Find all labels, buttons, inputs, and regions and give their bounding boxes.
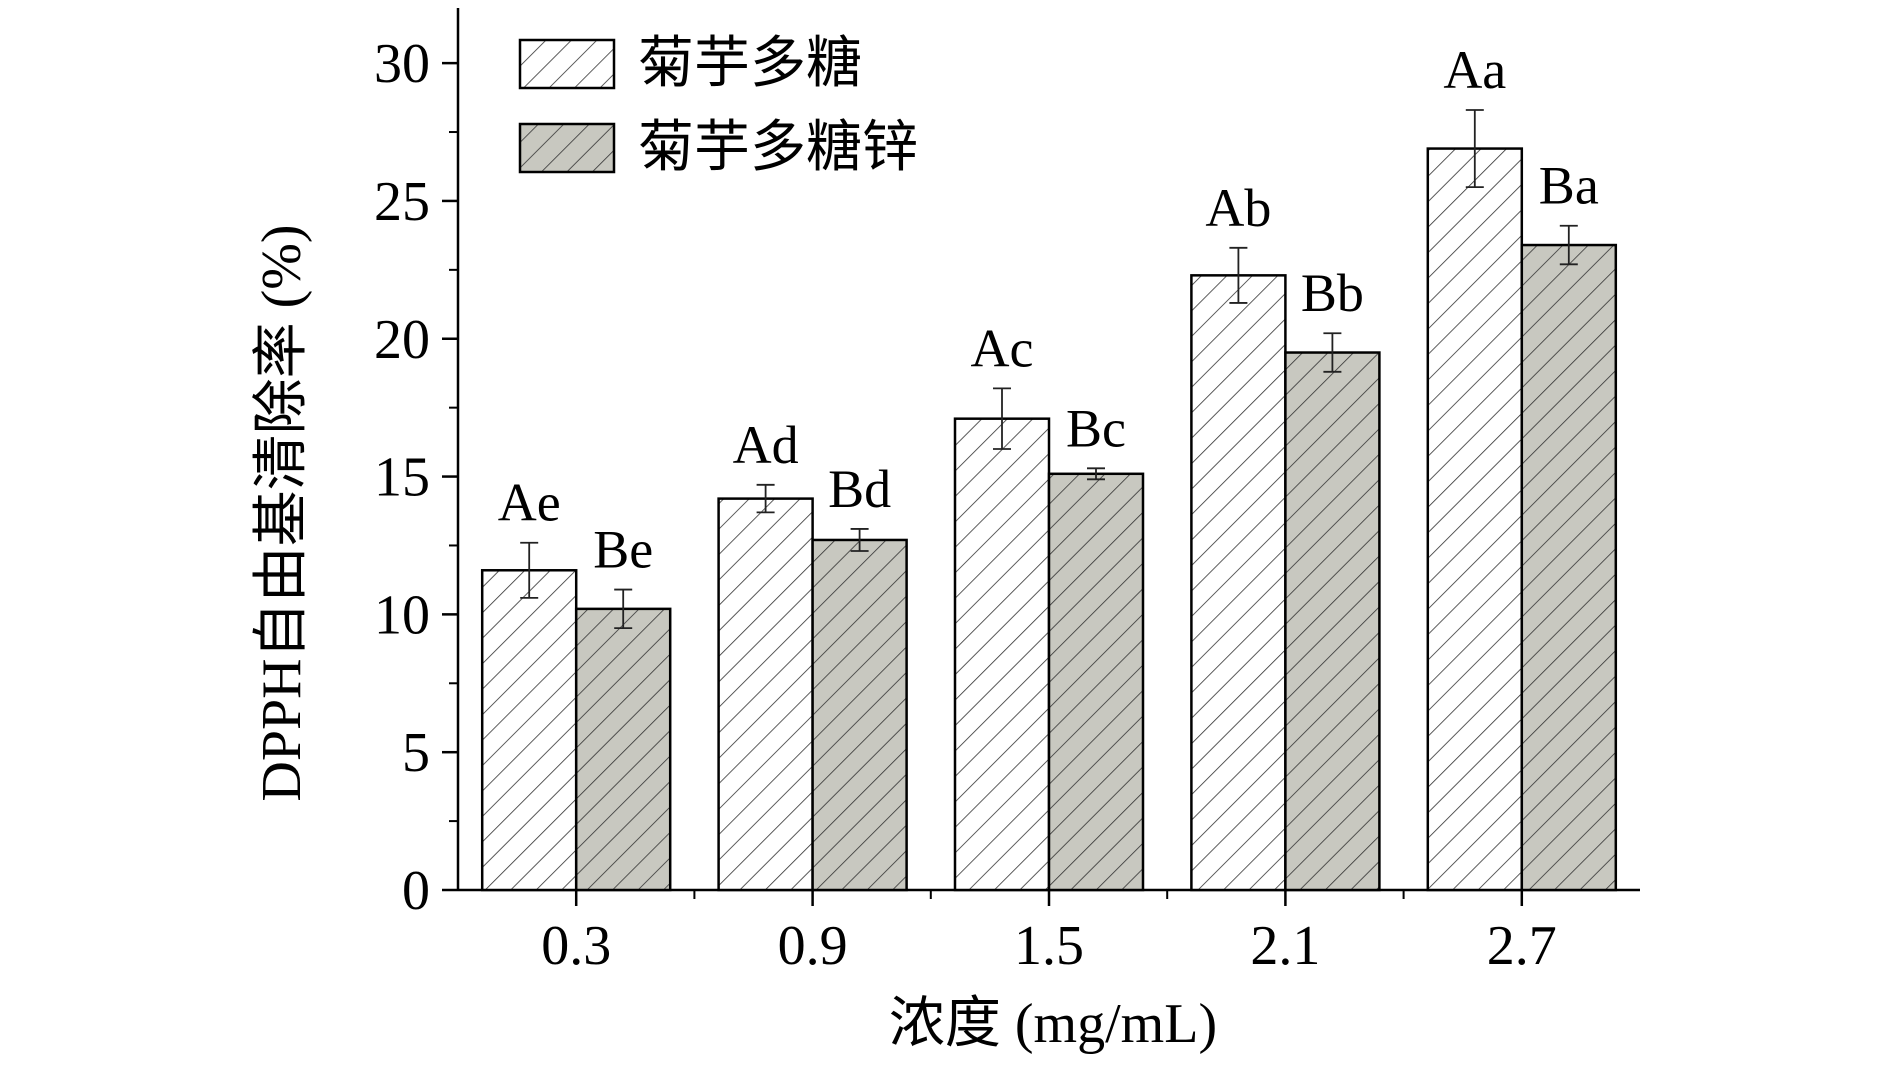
legend-label: 菊芋多糖锌	[638, 117, 918, 179]
x-tick-label: 0.3	[541, 915, 611, 977]
bar-zinc-polysaccharide	[1047, 472, 1145, 892]
y-tick-label: 10	[374, 584, 430, 646]
data-label: Ae	[498, 473, 561, 533]
bar-polysaccharide	[1426, 147, 1524, 892]
bars	[480, 109, 1618, 892]
data-label: Ab	[1205, 178, 1271, 238]
bar-zinc-polysaccharide	[811, 538, 908, 892]
data-label: Bc	[1066, 398, 1126, 458]
legend-label: 菊芋多糖	[638, 33, 862, 95]
data-label: Be	[593, 520, 653, 580]
legend-swatch	[518, 122, 616, 174]
y-tick-label: 15	[374, 447, 430, 509]
x-tick-label: 2.7	[1487, 915, 1557, 977]
x-tick-label: 2.1	[1250, 915, 1320, 977]
x-axis-title: 浓度 (mg/mL)	[889, 993, 1217, 1055]
y-tick-label: 5	[402, 722, 430, 784]
bar-polysaccharide	[717, 497, 814, 892]
data-label: Aa	[1443, 40, 1506, 100]
bar-zinc-polysaccharide	[1520, 243, 1618, 892]
x-tick-label: 1.5	[1014, 915, 1084, 977]
bar-polysaccharide	[480, 569, 578, 892]
data-label: Ac	[971, 318, 1034, 378]
data-label: Ad	[733, 415, 799, 475]
data-label: Bb	[1301, 263, 1364, 323]
bar-polysaccharide	[953, 417, 1051, 892]
bar-polysaccharide	[1190, 274, 1287, 892]
legend-swatch	[518, 38, 616, 90]
data-label: Bd	[828, 459, 891, 519]
y-tick-label: 20	[374, 309, 430, 371]
bar-zinc-polysaccharide	[574, 607, 672, 892]
bar-zinc-polysaccharide	[1284, 351, 1381, 892]
y-tick-label: 25	[374, 171, 430, 233]
data-label: Ba	[1539, 156, 1599, 216]
y-tick-label: 0	[402, 860, 430, 922]
y-axis-title: DPPH自由基清除率 (%)	[251, 224, 313, 801]
x-tick-label: 0.9	[778, 915, 848, 977]
y-tick-label: 30	[374, 33, 430, 95]
data-labels: Ae Ad Ac Ab Aa Be Bd Bc Bb Ba	[498, 40, 1599, 580]
axes: 0 5 10 15 20 25 30 0.3 0.9 1.5 2.1 2.7	[374, 8, 1640, 977]
